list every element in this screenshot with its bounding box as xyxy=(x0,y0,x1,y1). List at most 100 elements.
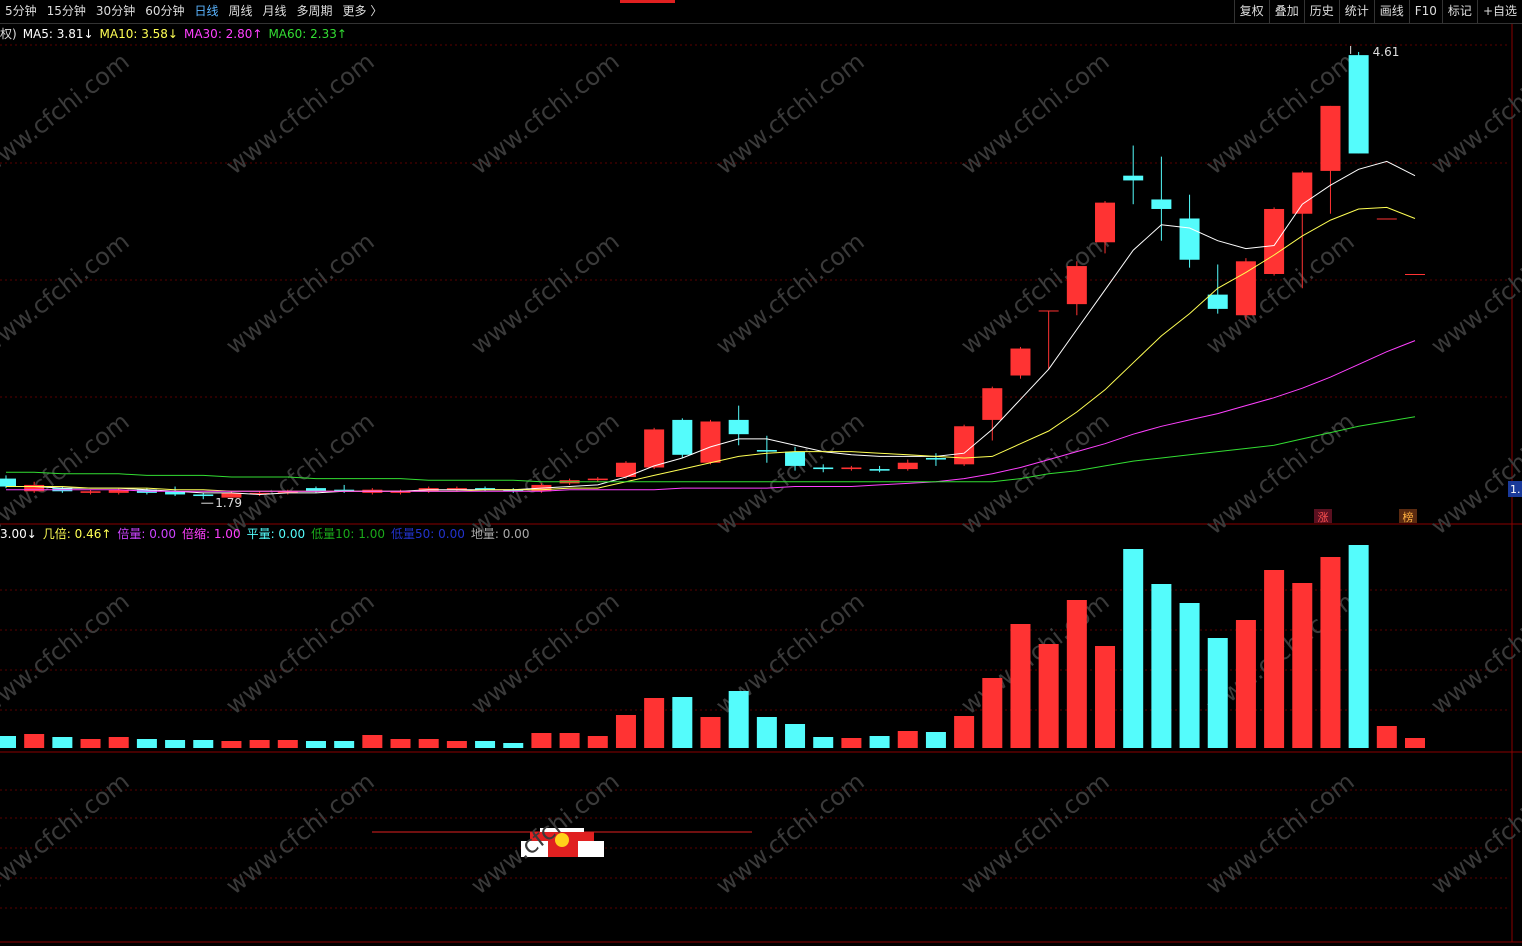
period-tab[interactable]: 5分钟 xyxy=(5,4,37,18)
watermark: www.cfchi.com xyxy=(0,227,135,360)
candle-body xyxy=(897,462,918,470)
candle-body xyxy=(728,419,749,435)
ma-legend: 权) MA5: 3.81↓ MA10: 3.58↓ MA30: 2.80↑ MA60: … xyxy=(0,25,353,42)
candle-body xyxy=(249,492,270,495)
watermark: www.cfchi.com xyxy=(711,47,870,180)
watermark: www.cfchi.com xyxy=(0,767,135,900)
volume-legend-item: 低量10: 1.00 xyxy=(311,527,386,541)
candle-body xyxy=(1292,172,1313,214)
volume-bar xyxy=(1348,545,1369,748)
candle-body xyxy=(277,491,298,493)
volume-bar xyxy=(785,724,806,748)
period-tab[interactable]: 60分钟 xyxy=(145,4,185,18)
tool-button[interactable]: +自选 xyxy=(1476,0,1522,23)
volume-bar xyxy=(813,737,834,748)
volume-bar xyxy=(221,741,242,748)
volume-bar xyxy=(925,732,946,748)
axis-price: 1. xyxy=(1510,483,1521,496)
watermark: www.cfchi.com xyxy=(1426,407,1522,540)
tool-button[interactable]: 画线 xyxy=(1373,0,1409,23)
candle-body xyxy=(1095,202,1116,243)
period-tab[interactable]: 月线 xyxy=(262,4,287,18)
volume-bar xyxy=(1179,603,1200,748)
watermark: www.cfchi.com xyxy=(1426,47,1522,180)
toolbar: 5分钟 15分钟 30分钟 60分钟 日线 周线 月线 多周期 更多 〉 复权 叠加 历史 统计 画线 F1… xyxy=(0,0,1522,24)
candle-body xyxy=(1010,348,1031,376)
period-tab[interactable]: 30分钟 xyxy=(95,4,136,18)
volume-bar xyxy=(672,697,693,748)
volume-bar xyxy=(136,739,157,748)
volume-bar xyxy=(1235,620,1256,748)
volume-bar xyxy=(362,735,383,748)
volume-bar xyxy=(108,737,129,748)
grid xyxy=(0,44,1510,909)
tool-button[interactable]: F10 xyxy=(1408,0,1442,23)
tool-button[interactable]: 历史 xyxy=(1303,0,1339,23)
period-tab[interactable]: 周线 xyxy=(228,4,253,18)
tool-button[interactable]: 标记 xyxy=(1441,0,1477,23)
volume-bar xyxy=(954,716,975,748)
candle-body xyxy=(80,491,101,493)
low-label: 1.79 xyxy=(215,496,242,510)
tool-button[interactable]: 叠加 xyxy=(1268,0,1304,23)
volume-bar xyxy=(644,698,665,748)
candle-body xyxy=(813,467,834,470)
volume-legend-item: 3.00↓ xyxy=(0,527,37,541)
volume-bar xyxy=(503,743,524,748)
candle-body xyxy=(841,467,862,470)
volume-bar xyxy=(1264,570,1285,748)
candle-body xyxy=(1235,261,1256,316)
volume-bar xyxy=(80,739,101,748)
candle-body xyxy=(954,426,975,465)
period-tab[interactable]: 15分钟 xyxy=(46,4,86,18)
candle-body xyxy=(1405,274,1425,275)
legend-item: MA10: 3.58↓ xyxy=(99,27,178,41)
candle-body xyxy=(1038,310,1059,312)
candle-body xyxy=(193,494,214,497)
volume-bar xyxy=(446,741,467,748)
legend-item: MA30: 2.80↑ xyxy=(183,27,263,41)
watermark: www.cfchi.com xyxy=(1201,407,1360,540)
volume-bar xyxy=(1207,638,1228,748)
volume-bar xyxy=(1292,583,1313,748)
volume-legend-item: 倍量: 0.00 xyxy=(117,527,176,541)
period-tab[interactable]: 多周期 xyxy=(296,4,333,18)
volume-bar xyxy=(1123,549,1144,748)
candle-body xyxy=(1066,266,1087,305)
period-tab[interactable]: 更多 〉 xyxy=(342,4,383,18)
watermark: www.cfchi.com xyxy=(221,767,380,900)
period-tab[interactable]: 日线 xyxy=(194,4,219,18)
volume-legend-item: 倍缩: 1.00 xyxy=(182,527,241,541)
watermark: www.cfchi.com xyxy=(1426,227,1522,360)
watermark: www.cfchi.com xyxy=(1201,767,1360,900)
volume-bar xyxy=(165,740,186,748)
candle-body xyxy=(503,489,524,492)
tool-button[interactable]: 统计 xyxy=(1338,0,1374,23)
volume-bar xyxy=(1151,584,1172,748)
candle-body xyxy=(1264,208,1285,274)
volume-legend-item: 低量50: 0.00 xyxy=(391,527,465,541)
candle-body xyxy=(700,421,721,463)
marker-box xyxy=(1399,509,1417,523)
axis-price-box xyxy=(1508,481,1522,497)
watermark: www.cfchi.com xyxy=(221,47,380,180)
watermark: www.cfchi.com xyxy=(956,767,1115,900)
watermark: www.cfchi.com xyxy=(1426,767,1522,900)
volume-bar xyxy=(305,741,326,748)
legend-item: MA60: 2.33↑ xyxy=(268,27,347,41)
watermark: www.cfchi.com xyxy=(221,587,380,720)
marker-rank: 榜 xyxy=(1403,510,1414,524)
period-tabs: 5分钟 15分钟 30分钟 60分钟 日线 周线 月线 多周期 更多 〉 xyxy=(0,0,387,23)
volume-bar xyxy=(0,736,16,748)
signal xyxy=(372,828,752,857)
watermark: www.cfchi.com xyxy=(711,227,870,360)
watermark: www.cfchi.com xyxy=(466,227,625,360)
candle-body xyxy=(869,469,890,471)
tool-button[interactable]: 复权 xyxy=(1233,0,1269,23)
volume-bar xyxy=(418,739,439,748)
ma-line xyxy=(6,416,1416,483)
watermark: www.cfchi.com xyxy=(0,587,135,720)
candle-body xyxy=(1376,218,1397,220)
volume-legend-item: 地量: 0.00 xyxy=(470,527,530,541)
